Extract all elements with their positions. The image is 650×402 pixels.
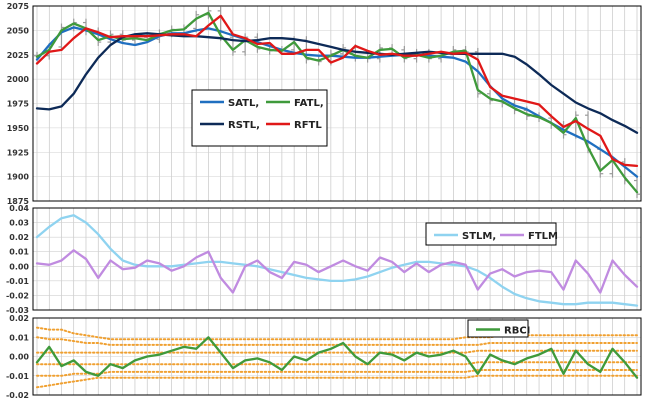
series-line-fatl [35, 11, 639, 194]
y-tick-label: -0.01 [6, 277, 29, 286]
legend-label: FTLM [528, 231, 558, 242]
y-tick-label: 0.02 [9, 233, 29, 242]
plot-frame [32, 207, 642, 311]
legend-label: SATL, [228, 98, 259, 109]
y-tick-label: -0.01 [6, 372, 29, 381]
legend-box [191, 89, 328, 147]
legend: STLM, FTLM [425, 222, 558, 246]
y-tick-label: -0.03 [6, 306, 29, 315]
y-tick-label: 0.00 [9, 353, 29, 362]
y-tick-label: 0.01 [9, 248, 29, 257]
legend: RBCI [467, 319, 530, 338]
band-line-1 [36, 326, 638, 341]
plot-frame [32, 317, 642, 396]
band-line-3 [36, 349, 638, 354]
band-line-5 [36, 369, 638, 377]
y-tick-label: -0.02 [6, 291, 29, 300]
y-tick-label: -0.02 [6, 391, 29, 400]
series-line-ftlm [35, 249, 639, 294]
y-tick-label: 0.01 [9, 333, 29, 342]
series-line-rftl [35, 14, 639, 168]
legend-label: RSTL, [228, 120, 260, 131]
legend-box [425, 222, 557, 246]
y-tick-label: 2025 [7, 51, 30, 60]
y-tick-label: 1875 [7, 197, 30, 206]
y-tick-label: 2050 [7, 26, 30, 35]
panel-momentum: -0.03 -0.02 -0.01 0.00 0.01 0.02 0.03 0.04 STLM,… [6, 204, 642, 315]
band-line-6 [36, 374, 638, 389]
y-tick-label: 1925 [7, 148, 30, 157]
y-tick-label: 2075 [7, 2, 30, 11]
y-tick-label: 0.00 [9, 262, 29, 271]
y-tick-label: 1900 [7, 173, 30, 182]
panel-rbci: -0.02 -0.01 0.00 0.01 0.02 RBCI [6, 314, 642, 400]
legend: SATL, FATL, RSTL, RFTL [191, 89, 328, 147]
panel-price: 1875 1900 1925 1950 1975 2000 2025 2050 2075 SATL… [7, 2, 642, 206]
series-line-rbci [35, 336, 639, 379]
series-line-satl [35, 26, 639, 178]
legend-label: RBCI [504, 326, 530, 337]
y-tick-label: 1950 [7, 124, 30, 133]
y-tick-label: 2000 [7, 75, 30, 84]
legend-label: STLM, [462, 231, 496, 242]
legend-label: RFTL [294, 120, 322, 131]
plot-frame [32, 5, 642, 202]
legend-label: FATL, [294, 98, 324, 109]
y-tick-label: 0.03 [9, 219, 29, 228]
series-line-rstl [35, 32, 639, 134]
y-tick-label: 0.04 [9, 204, 29, 213]
y-tick-label: 0.02 [9, 314, 29, 323]
series-line-stlm [35, 214, 639, 307]
y-tick-label: 1975 [7, 100, 30, 109]
band-line-4 [36, 361, 638, 366]
